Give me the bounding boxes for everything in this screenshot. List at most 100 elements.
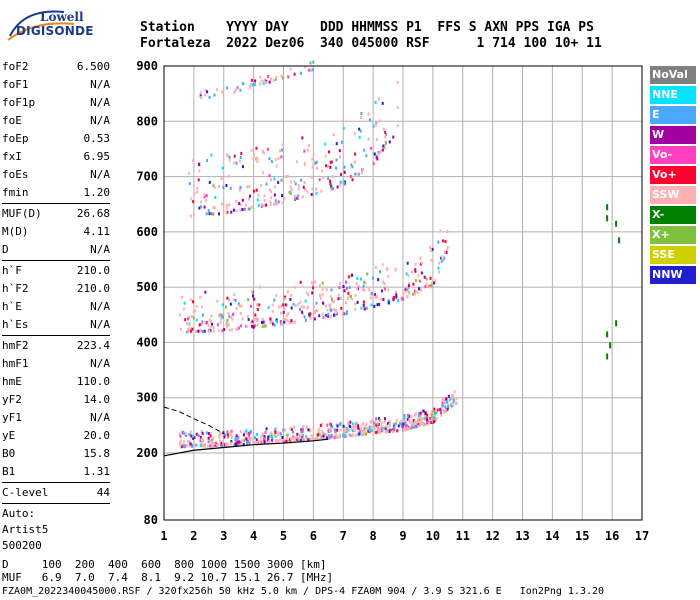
echo-point (381, 101, 384, 105)
echo-point (419, 414, 422, 418)
echo-point (191, 159, 194, 163)
echo-point (258, 303, 261, 307)
echo-point (333, 313, 336, 317)
echo-point (343, 170, 346, 174)
echo-point (378, 418, 381, 422)
echo-point (408, 418, 411, 422)
echo-point (217, 185, 220, 189)
echo-point (384, 430, 387, 434)
echo-point (243, 439, 246, 443)
echo-point (275, 320, 278, 324)
echo-point (182, 440, 185, 444)
echo-point (331, 175, 334, 179)
echo-point (318, 284, 321, 288)
echo-point (384, 287, 387, 291)
echo-point (321, 301, 324, 305)
echo-point (412, 424, 415, 428)
echo-point (230, 433, 233, 437)
echo-point (315, 301, 318, 305)
echo-point (443, 410, 446, 414)
echo-point (230, 440, 233, 444)
echo-point (251, 205, 254, 209)
echo-point (257, 203, 260, 207)
echo-point (356, 300, 359, 304)
echo-point (336, 185, 339, 189)
echo-point (332, 299, 335, 303)
echo-point (370, 291, 373, 295)
echo-point (252, 189, 255, 193)
echo-point (287, 312, 290, 316)
echo-point (200, 205, 203, 209)
echo-point (363, 429, 366, 433)
echo-point (301, 311, 304, 315)
echo-point (204, 93, 207, 97)
echo-point (337, 297, 340, 301)
echo-point (425, 282, 428, 286)
echo-point (312, 152, 315, 156)
echo-point (362, 300, 365, 304)
echo-point (452, 400, 455, 404)
echo-point (228, 174, 231, 178)
echo-point (315, 187, 318, 191)
echo-point (242, 82, 245, 86)
echo-point (349, 424, 352, 428)
echo-point (380, 297, 383, 301)
param-name: yF1 (2, 411, 22, 424)
echo-point (295, 160, 298, 164)
echo-point (423, 275, 426, 279)
echo-point (405, 272, 408, 276)
echo-point (259, 183, 262, 187)
echo-point (279, 433, 282, 437)
echo-point (382, 144, 385, 148)
echo-point (263, 199, 266, 203)
echo-point (343, 182, 346, 186)
echo-point (239, 311, 242, 315)
echo-point (439, 411, 442, 415)
echo-point (298, 437, 301, 441)
x-tick-label: 4 (250, 529, 257, 543)
echo-point (423, 417, 426, 421)
echo-point (447, 394, 450, 398)
echo-point (381, 263, 384, 267)
echo-point (207, 209, 210, 213)
echo-point (207, 324, 210, 328)
params-group-2: MUF(D) 26.68 M(D) 4.11 D N/A (2, 205, 110, 259)
echo-point (225, 324, 228, 328)
echo-point (316, 435, 319, 439)
echo-point (291, 321, 294, 325)
echo-point (247, 436, 250, 440)
echo-point (290, 319, 293, 323)
x-tick-label: 13 (515, 529, 529, 543)
echo-point (209, 319, 212, 323)
param-value: 210.0 (76, 282, 110, 295)
echo-point (364, 425, 367, 429)
echo-point (349, 295, 352, 299)
echo-point (352, 422, 355, 426)
echo-point (255, 146, 258, 150)
echo-point (321, 437, 324, 441)
echo-point (183, 307, 186, 311)
echo-point (251, 289, 254, 293)
echo-point (384, 135, 387, 139)
echo-point (235, 434, 238, 438)
x-tick-label: 6 (310, 529, 317, 543)
echo-point (340, 306, 343, 310)
echo-point (365, 432, 368, 436)
echo-point (418, 279, 421, 283)
echo-point (197, 434, 200, 438)
echo-point (220, 202, 223, 206)
echo-point (317, 430, 320, 434)
echo-point (260, 204, 263, 208)
echo-point (357, 284, 360, 288)
echo-point (269, 178, 272, 182)
echo-point (192, 436, 195, 440)
echo-point (330, 187, 333, 191)
separator (2, 335, 110, 336)
echo-point (338, 433, 341, 437)
auto-label: Auto: (2, 507, 36, 520)
echo-point (205, 431, 208, 435)
echo-point (289, 185, 292, 189)
echo-point (194, 309, 197, 313)
echo-point (446, 229, 449, 233)
echo-point (221, 329, 224, 333)
